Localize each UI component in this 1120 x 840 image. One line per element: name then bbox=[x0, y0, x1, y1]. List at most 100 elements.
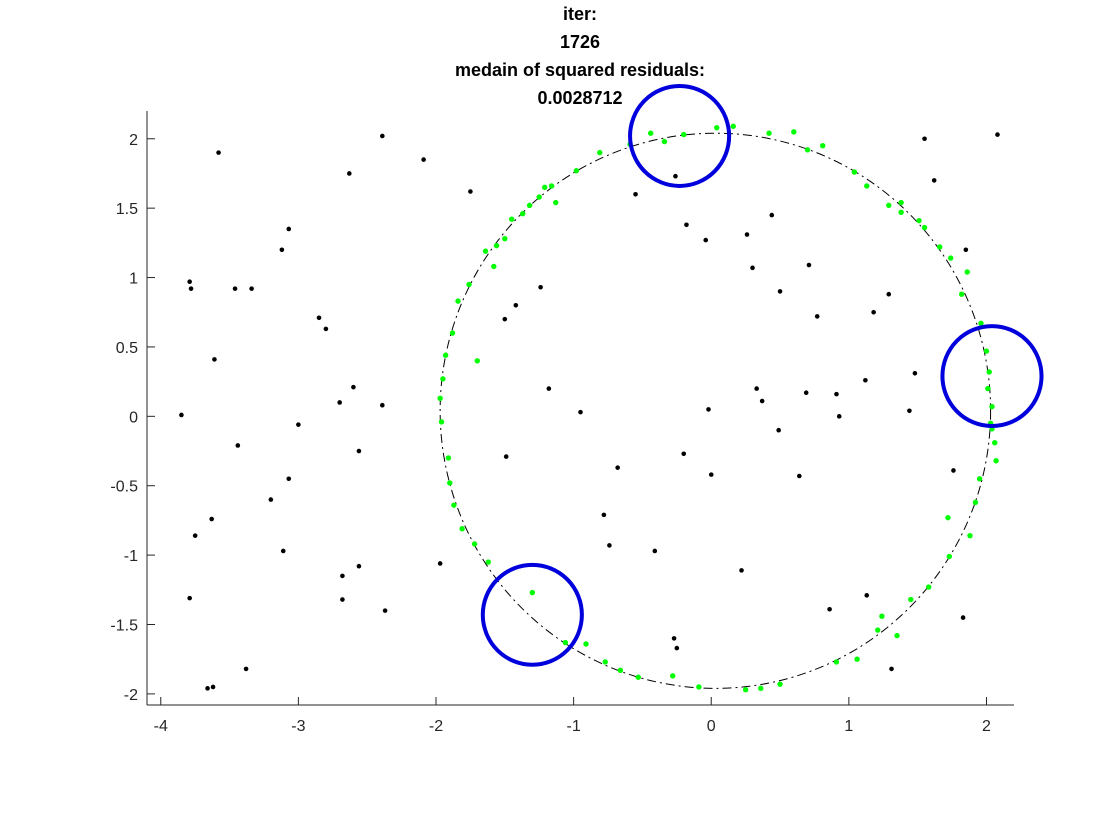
outlier-point bbox=[739, 568, 744, 573]
inlier-point bbox=[597, 149, 603, 156]
inlier-point bbox=[921, 224, 928, 231]
inlier-point bbox=[879, 613, 885, 619]
outlier-point bbox=[684, 222, 689, 228]
outlier-point bbox=[806, 262, 812, 268]
fitted-circle bbox=[439, 132, 992, 689]
title-line-4: 0.0028712 bbox=[537, 88, 622, 108]
inlier-point bbox=[474, 358, 480, 364]
outlier-point bbox=[210, 684, 216, 690]
inlier-point bbox=[875, 627, 881, 633]
outlier-point bbox=[380, 133, 385, 139]
inlier-point bbox=[482, 248, 489, 254]
outlier-point bbox=[607, 543, 612, 548]
outlier-point bbox=[209, 516, 214, 522]
outlier-point bbox=[960, 615, 966, 620]
outlier-point bbox=[546, 386, 552, 391]
x-tick-label: 2 bbox=[982, 718, 991, 735]
chart-title: iter: 1726 medain of squared residuals: … bbox=[455, 4, 705, 108]
outlier-point bbox=[232, 286, 238, 291]
outlier-point bbox=[681, 451, 687, 457]
outlier-point bbox=[347, 171, 352, 176]
outlier-point bbox=[759, 398, 765, 404]
inlier-point bbox=[983, 348, 990, 354]
outlier-point bbox=[382, 608, 388, 613]
outlier-point bbox=[671, 636, 677, 641]
outlier-point bbox=[286, 226, 292, 232]
outlier-point bbox=[296, 422, 301, 427]
inlier-point bbox=[508, 216, 515, 222]
inlier-point bbox=[661, 138, 668, 145]
inlier-point bbox=[526, 202, 533, 209]
outlier-point bbox=[601, 512, 607, 518]
y-tick-label: 1 bbox=[129, 271, 138, 288]
outlier-point bbox=[951, 468, 956, 473]
inlier-point bbox=[542, 184, 548, 191]
y-tick-label: -1.5 bbox=[110, 618, 138, 635]
outlier-point bbox=[578, 409, 583, 415]
outlier-point bbox=[286, 476, 292, 482]
inlier-point bbox=[978, 320, 984, 327]
inlier-point bbox=[989, 403, 995, 410]
outlier-point bbox=[192, 533, 198, 538]
inlier-point bbox=[985, 385, 991, 392]
outlier-point bbox=[750, 265, 755, 271]
inlier-point bbox=[449, 330, 456, 336]
inlier-point bbox=[520, 211, 526, 217]
data-points-layer bbox=[179, 123, 1000, 693]
x-tick-label: -3 bbox=[291, 718, 305, 735]
outlier-point bbox=[212, 357, 217, 362]
outlier-point bbox=[963, 247, 969, 253]
sample-circle bbox=[628, 84, 732, 188]
inlier-point bbox=[485, 559, 491, 565]
inlier-point bbox=[471, 541, 478, 547]
outlier-point bbox=[797, 473, 802, 479]
outlier-point bbox=[340, 597, 345, 602]
sample-circle bbox=[480, 562, 584, 667]
outlier-point bbox=[187, 595, 192, 601]
title-line-2: 1726 bbox=[560, 32, 600, 52]
title-line-3: medain of squared residuals: bbox=[455, 60, 705, 80]
outlier-point bbox=[323, 326, 329, 332]
inlier-point bbox=[854, 656, 860, 662]
y-tick-label: 0 bbox=[129, 409, 138, 426]
x-tick-label: 1 bbox=[844, 718, 853, 735]
axes: -4 -3 -2 -1 0 1 2 -2 -1.5 -1 -0.5 0 0.5 1 1.5 2 bbox=[110, 111, 1014, 735]
y-tick-label: 2 bbox=[129, 132, 138, 149]
outlier-point bbox=[380, 402, 385, 408]
inlier-point bbox=[442, 352, 449, 358]
outlier-point bbox=[931, 178, 937, 183]
outlier-point bbox=[834, 391, 839, 397]
outlier-point bbox=[673, 173, 678, 179]
fitted-circle-layer bbox=[439, 132, 992, 689]
inlier-point bbox=[459, 526, 465, 532]
inlier-point bbox=[730, 123, 736, 129]
inlier-point bbox=[447, 480, 453, 486]
inlier-point bbox=[791, 129, 797, 135]
inlier-point bbox=[992, 439, 998, 446]
inlier-point bbox=[908, 596, 914, 603]
outlier-point bbox=[995, 132, 1000, 137]
x-tick-label: -1 bbox=[567, 718, 581, 735]
outlier-point bbox=[803, 390, 809, 396]
inlier-point bbox=[851, 169, 858, 175]
inlier-point bbox=[898, 209, 904, 216]
outlier-point bbox=[836, 414, 842, 419]
outlier-point bbox=[268, 497, 274, 502]
inlier-point bbox=[967, 532, 973, 539]
inlier-point bbox=[894, 632, 900, 639]
inlier-point bbox=[681, 131, 687, 138]
inlier-point bbox=[925, 584, 932, 590]
inlier-point bbox=[635, 674, 641, 680]
outlier-point bbox=[912, 371, 918, 376]
inlier-point bbox=[833, 659, 840, 665]
inlier-point bbox=[936, 244, 943, 250]
inlier-point bbox=[670, 673, 676, 679]
inlier-point bbox=[804, 147, 811, 153]
inlier-point bbox=[440, 376, 446, 382]
inlier-point bbox=[972, 499, 979, 506]
inlier-point bbox=[491, 263, 497, 270]
inlier-point bbox=[964, 269, 970, 275]
inlier-point bbox=[959, 291, 965, 297]
outlier-point bbox=[886, 291, 892, 297]
